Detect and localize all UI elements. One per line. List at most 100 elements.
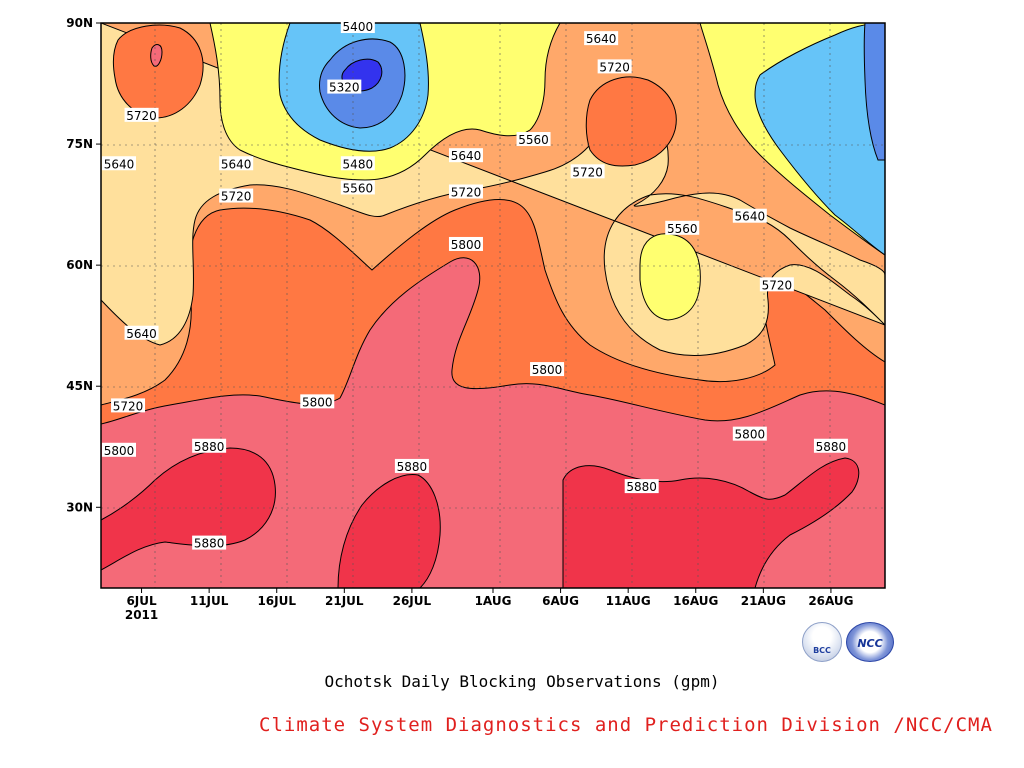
chart-title: Ochotsk Daily Blocking Observations (gpm… bbox=[324, 672, 720, 691]
fill-5400-5480 bbox=[278, 23, 885, 256]
contour-label-text: 5640 bbox=[735, 210, 766, 224]
contour-label-bg bbox=[530, 362, 565, 377]
contour-label-text: 5720 bbox=[599, 60, 630, 74]
x-tick-label: 21JUL bbox=[325, 594, 364, 608]
contour-label-text: 5720 bbox=[126, 109, 157, 123]
contour-label-bg bbox=[597, 59, 632, 74]
contour-label-bg bbox=[516, 132, 551, 147]
contour-label-text: 5560 bbox=[667, 222, 698, 236]
contour-label-text: 5800 bbox=[451, 238, 482, 252]
contour-label-text: 5640 bbox=[104, 157, 135, 171]
grid-lines bbox=[101, 23, 885, 588]
contour-chart: 6JUL 11JUL 16JUL 21JUL 26JUL 1AUG 6AUG 11AUG 16A… bbox=[66, 16, 886, 622]
bcc-logo-icon: BCC bbox=[802, 622, 842, 662]
contour-label-text: 5800 bbox=[735, 428, 766, 442]
contour-label-text: 5480 bbox=[343, 157, 374, 171]
contour-label-bg bbox=[448, 148, 483, 163]
contour-label-bg bbox=[570, 164, 605, 179]
contour-label-text: 5800 bbox=[302, 395, 333, 409]
contour-label: 5880 bbox=[192, 535, 227, 551]
axis-ticks: 6JUL 11JUL 16JUL 21JUL 26JUL 1AUG 6AUG 11AUG 16A… bbox=[66, 16, 853, 622]
contour-label-bg bbox=[448, 236, 483, 251]
contour-label-text: 5640 bbox=[221, 157, 252, 171]
contour-label-bg bbox=[759, 277, 794, 292]
contour-label: 5800 bbox=[300, 394, 335, 409]
contour-label: 5640 bbox=[124, 325, 159, 341]
contour-label-bg bbox=[102, 156, 136, 171]
contour-label: 5640 bbox=[448, 148, 483, 163]
x-tick-label: 16JUL bbox=[257, 594, 296, 608]
contour-label-text: 5720 bbox=[762, 278, 793, 292]
fill-nw-cell-inner bbox=[150, 44, 163, 67]
contour-label-text: 5640 bbox=[586, 32, 617, 46]
contour-label-text: 5720 bbox=[221, 190, 252, 204]
fill-5320-5400 bbox=[319, 23, 885, 161]
fill-nw-cell bbox=[112, 24, 204, 119]
contour-label-bg bbox=[111, 398, 146, 413]
contour-label-bg bbox=[124, 325, 159, 340]
contour-label: 5480 bbox=[340, 156, 375, 171]
contour-label-text: 5560 bbox=[343, 181, 374, 195]
contour-label-text: 5800 bbox=[104, 444, 135, 458]
y-tick-label: 45N bbox=[66, 379, 93, 393]
x-tick-label: 21AUG bbox=[741, 594, 786, 608]
y-tick-label: 30N bbox=[66, 500, 93, 514]
contour-label: 5560 bbox=[516, 132, 551, 147]
contour-label: 5800 bbox=[448, 236, 483, 252]
contour-label-text: 5640 bbox=[451, 149, 482, 163]
ncc-logo-text: NCC bbox=[857, 637, 883, 650]
contour-label: 5800 bbox=[102, 442, 136, 458]
contour-label-text: 5640 bbox=[126, 327, 157, 341]
contour-label-bg bbox=[340, 156, 375, 171]
contour-label: 5560 bbox=[340, 180, 375, 195]
ncc-logo-icon: NCC bbox=[846, 622, 894, 662]
contour-label-text: 5560 bbox=[518, 133, 549, 147]
contour-label: 5320 bbox=[327, 79, 362, 95]
contour-label: 5560 bbox=[665, 220, 700, 236]
x-tick-label: 1AUG bbox=[475, 594, 512, 608]
contour-label-text: 5720 bbox=[451, 186, 482, 200]
fill-above-5880-b bbox=[337, 474, 441, 588]
contour-label-text: 5880 bbox=[816, 440, 847, 454]
contour-label-bg bbox=[665, 220, 700, 235]
contour-label: 5880 bbox=[813, 438, 848, 454]
contour-label: 5880 bbox=[624, 479, 659, 494]
contour-label: 5880 bbox=[192, 438, 227, 454]
x-tick-label: 16AUG bbox=[673, 594, 718, 608]
contour-label-text: 5880 bbox=[397, 460, 428, 474]
contour-label-text: 5720 bbox=[113, 399, 144, 413]
contour-label-text: 5880 bbox=[194, 537, 225, 551]
contour-label-bg bbox=[394, 458, 429, 473]
contour-label-bg bbox=[340, 19, 375, 34]
contour-label: 5720 bbox=[124, 107, 159, 123]
contour-label: 5720 bbox=[570, 164, 605, 179]
contour-label-bg bbox=[124, 107, 159, 122]
contour-label-text: 5320 bbox=[329, 81, 360, 95]
contour-label: 5720 bbox=[448, 184, 483, 200]
contour-label: 5720 bbox=[759, 277, 794, 292]
contour-label-bg bbox=[192, 438, 227, 453]
fill-island-5720 bbox=[585, 76, 677, 167]
contour-label-text: 5880 bbox=[626, 480, 657, 494]
contour-label-bg bbox=[340, 180, 375, 195]
contour-label-bg bbox=[448, 184, 483, 199]
x-tick-label: 26AUG bbox=[808, 594, 853, 608]
contour-label-bg bbox=[219, 188, 254, 203]
x-tick-label: 6AUG bbox=[542, 594, 579, 608]
contour-label: 5640 bbox=[584, 31, 619, 46]
contour-label-bg bbox=[584, 31, 619, 46]
contour-fills bbox=[101, 23, 885, 588]
contour-label: 5720 bbox=[597, 59, 632, 74]
contour-label-text: 5400 bbox=[343, 20, 374, 34]
y-tick-label: 90N bbox=[66, 16, 93, 30]
contour-label: 5720 bbox=[111, 398, 146, 413]
contour-label: 5880 bbox=[394, 458, 429, 474]
contour-labels: 5400 5320 5640 5720 5720 5640 5560 5640 5480 5640… bbox=[102, 19, 848, 551]
contour-label-text: 5800 bbox=[532, 363, 563, 377]
contour-label-bg bbox=[300, 394, 335, 409]
credit-line: Climate System Diagnostics and Predictio… bbox=[259, 714, 993, 736]
contour-label-bg bbox=[732, 208, 767, 223]
x-tick-label: 6JUL bbox=[126, 594, 157, 608]
contour-label: 5640 bbox=[102, 156, 136, 171]
contour-label-bg bbox=[102, 442, 136, 457]
